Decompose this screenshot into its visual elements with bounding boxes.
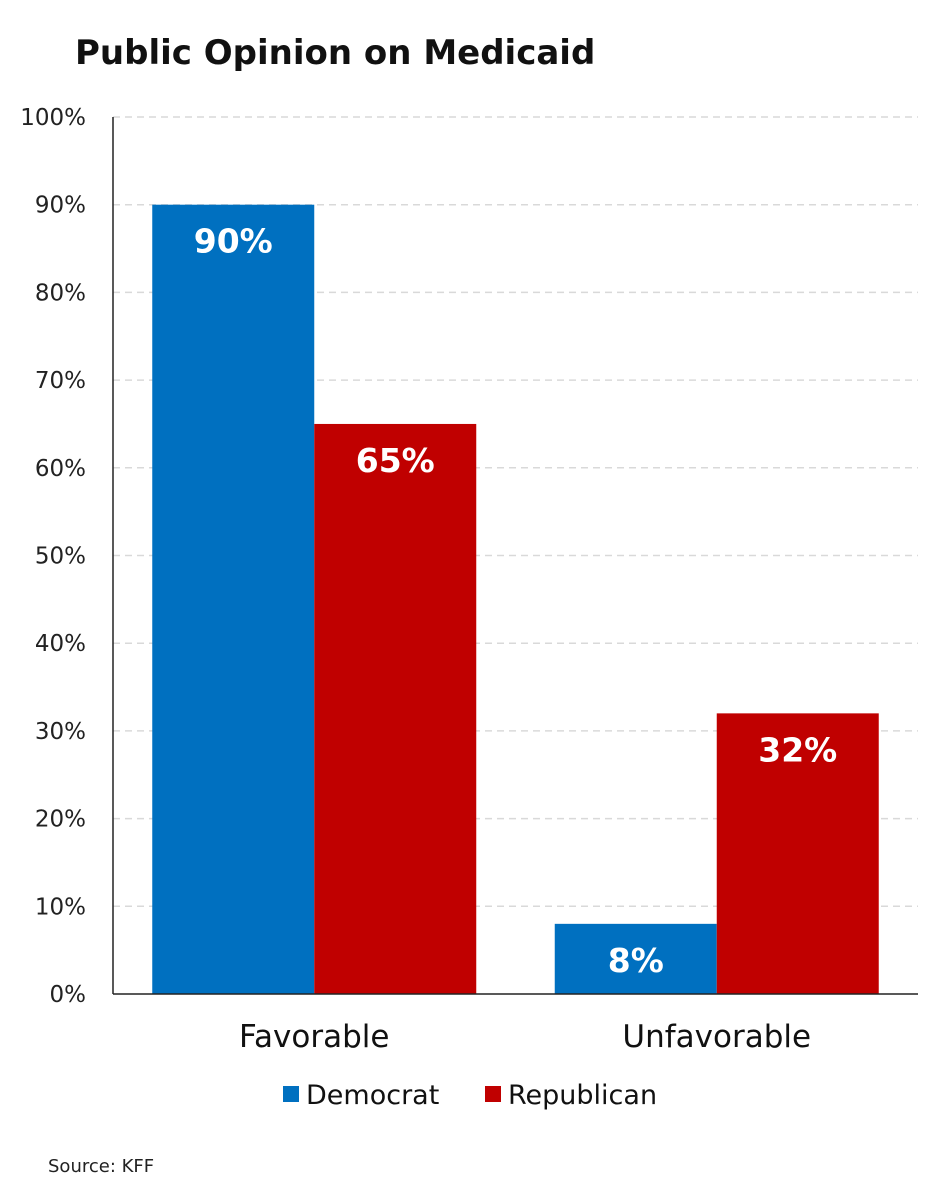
bar-republican-favorable	[314, 423, 477, 994]
y-tick-label: 100%	[20, 105, 86, 131]
bar-democrat-unfavorable	[554, 923, 717, 994]
y-tick-label: 80%	[35, 280, 86, 306]
y-tick-label: 70%	[35, 368, 86, 394]
data-labels: 90% 65% 8% 32%	[194, 222, 838, 980]
y-tick-label: 60%	[35, 456, 86, 482]
legend-swatch-democrat	[283, 1086, 299, 1102]
bar-republican-unfavorable	[716, 713, 879, 994]
data-label: 8%	[608, 941, 664, 980]
y-tick-label: 40%	[35, 631, 86, 657]
category-label: Favorable	[239, 1019, 389, 1055]
y-tick-label: 90%	[35, 193, 86, 219]
source-note: Source: KFF	[48, 1156, 154, 1177]
category-labels: Favorable Unfavorable	[239, 1019, 811, 1055]
data-label: 65%	[356, 441, 435, 480]
y-tick-label: 30%	[35, 719, 86, 745]
legend-label-democrat: Democrat	[306, 1080, 439, 1111]
data-label: 90%	[194, 222, 273, 261]
y-axis-ticks: 0% 10% 20% 30% 40% 50% 60% 70% 80% 90% 100%	[20, 105, 86, 1008]
bar-democrat-favorable	[152, 204, 315, 994]
category-label: Unfavorable	[622, 1019, 811, 1055]
y-tick-label: 20%	[35, 807, 86, 833]
y-tick-label: 10%	[35, 894, 86, 920]
data-label: 32%	[758, 730, 837, 769]
y-tick-label: 50%	[35, 544, 86, 570]
y-tick-label: 0%	[50, 982, 87, 1008]
legend: Democrat Republican	[283, 1080, 657, 1111]
chart-title: Public Opinion on Medicaid	[75, 33, 595, 73]
legend-swatch-republican	[485, 1086, 501, 1102]
bars	[152, 204, 879, 994]
axes	[112, 117, 918, 995]
legend-label-republican: Republican	[508, 1080, 657, 1111]
